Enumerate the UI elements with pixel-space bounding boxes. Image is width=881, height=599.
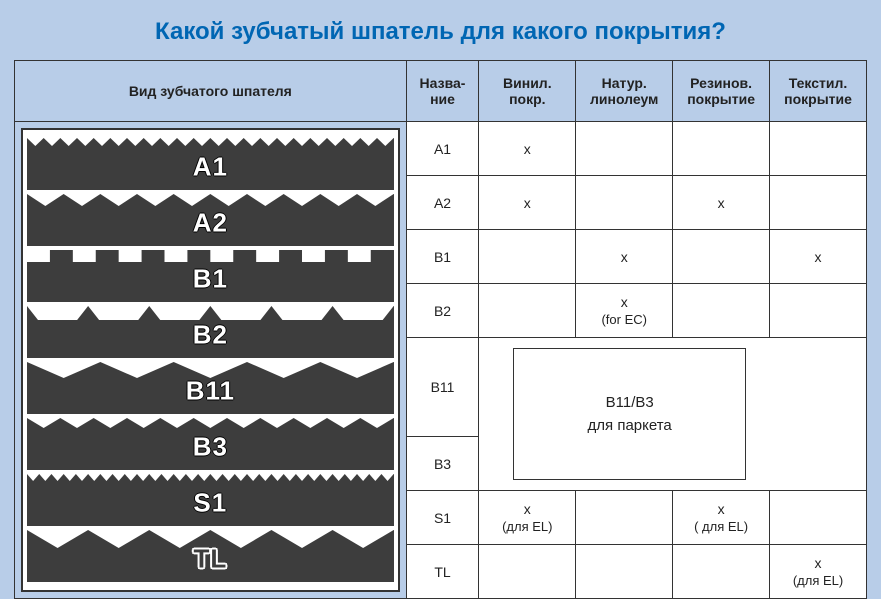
cell-textile — [770, 176, 867, 230]
name-cell: B3 — [406, 437, 479, 491]
cell-rubber — [673, 545, 770, 599]
merged-box: B11/B3 для паркета — [513, 348, 746, 480]
cell-vinyl: x — [479, 122, 576, 176]
cell-text: x — [815, 555, 822, 571]
cell-textile: x (для EL) — [770, 545, 867, 599]
profile-label: TL — [193, 544, 227, 575]
profile-label: B2 — [193, 320, 228, 351]
cell-subtext: (for EC) — [580, 312, 668, 327]
profile-label: S1 — [193, 488, 227, 519]
merged-cell: B11/B3 для паркета — [479, 338, 867, 491]
profile-b11: B11 — [27, 362, 394, 414]
cell-text: x — [621, 294, 628, 310]
merged-line1: B11/B3 — [606, 394, 654, 411]
cell-textile — [770, 284, 867, 338]
th-vinyl: Винил.покр. — [479, 61, 576, 122]
th-linoleum: Натур.линолеум — [576, 61, 673, 122]
name-cell: S1 — [406, 491, 479, 545]
cell-linoleum — [576, 545, 673, 599]
profile-a2: A2 — [27, 194, 394, 246]
profile-a1: A1 — [27, 138, 394, 190]
cell-vinyl — [479, 545, 576, 599]
cell-vinyl: x — [479, 176, 576, 230]
th-type: Вид зубчатого шпателя — [15, 61, 407, 122]
table-row: A1A2B1B2B11B3S1TL A1 x — [15, 122, 867, 176]
profile-b2: B2 — [27, 306, 394, 358]
cell-vinyl — [479, 284, 576, 338]
name-cell: TL — [406, 545, 479, 599]
table-body: A1A2B1B2B11B3S1TL A1 x A2 x x B1 x x B2 — [15, 122, 867, 599]
profile-label: B3 — [193, 432, 228, 463]
name-cell: A2 — [406, 176, 479, 230]
merged-line2: для паркета — [588, 417, 672, 434]
cell-linoleum — [576, 176, 673, 230]
spatula-table: Вид зубчатого шпателя Назва-ние Винил.по… — [14, 60, 867, 599]
profile-label: A2 — [193, 208, 228, 239]
page-title: Какой зубчатый шпатель для какого покрыт… — [0, 0, 881, 60]
th-name: Назва-ние — [406, 61, 479, 122]
cell-text: x — [524, 501, 531, 517]
cell-rubber: x ( для EL) — [673, 491, 770, 545]
name-cell: A1 — [406, 122, 479, 176]
cell-textile — [770, 122, 867, 176]
profile-label: A1 — [193, 152, 228, 183]
profile-b3: B3 — [27, 418, 394, 470]
cell-linoleum — [576, 491, 673, 545]
cell-subtext: ( для EL) — [677, 519, 765, 534]
profile-label: B1 — [193, 264, 228, 295]
cell-linoleum — [576, 122, 673, 176]
cell-textile: x — [770, 230, 867, 284]
cell-linoleum: x — [576, 230, 673, 284]
th-rubber: Резинов.покрытие — [673, 61, 770, 122]
cell-text: x — [718, 501, 725, 517]
cell-linoleum: x (for EC) — [576, 284, 673, 338]
cell-subtext: (для EL) — [483, 519, 571, 534]
cell-vinyl: x (для EL) — [479, 491, 576, 545]
cell-vinyl — [479, 230, 576, 284]
th-textile: Текстил.покрытие — [770, 61, 867, 122]
profile-visuals-cell: A1 A2 B1 B2 B11 B3 S1 TL — [15, 122, 407, 599]
profile-s1: S1 — [27, 474, 394, 526]
profile-visuals-box: A1 A2 B1 B2 B11 B3 S1 TL — [21, 128, 400, 592]
cell-rubber — [673, 284, 770, 338]
table-container: Вид зубчатого шпателя Назва-ние Винил.по… — [0, 60, 881, 599]
name-cell: B1 — [406, 230, 479, 284]
name-cell: B2 — [406, 284, 479, 338]
profile-b1: B1 — [27, 250, 394, 302]
profile-label: B11 — [186, 376, 235, 407]
cell-rubber — [673, 230, 770, 284]
header-row: Вид зубчатого шпателя Назва-ние Винил.по… — [15, 61, 867, 122]
cell-rubber — [673, 122, 770, 176]
profile-tl: TL — [27, 530, 394, 582]
name-cell: B11 — [406, 338, 479, 437]
cell-textile — [770, 491, 867, 545]
cell-rubber: x — [673, 176, 770, 230]
cell-subtext: (для EL) — [774, 573, 862, 588]
